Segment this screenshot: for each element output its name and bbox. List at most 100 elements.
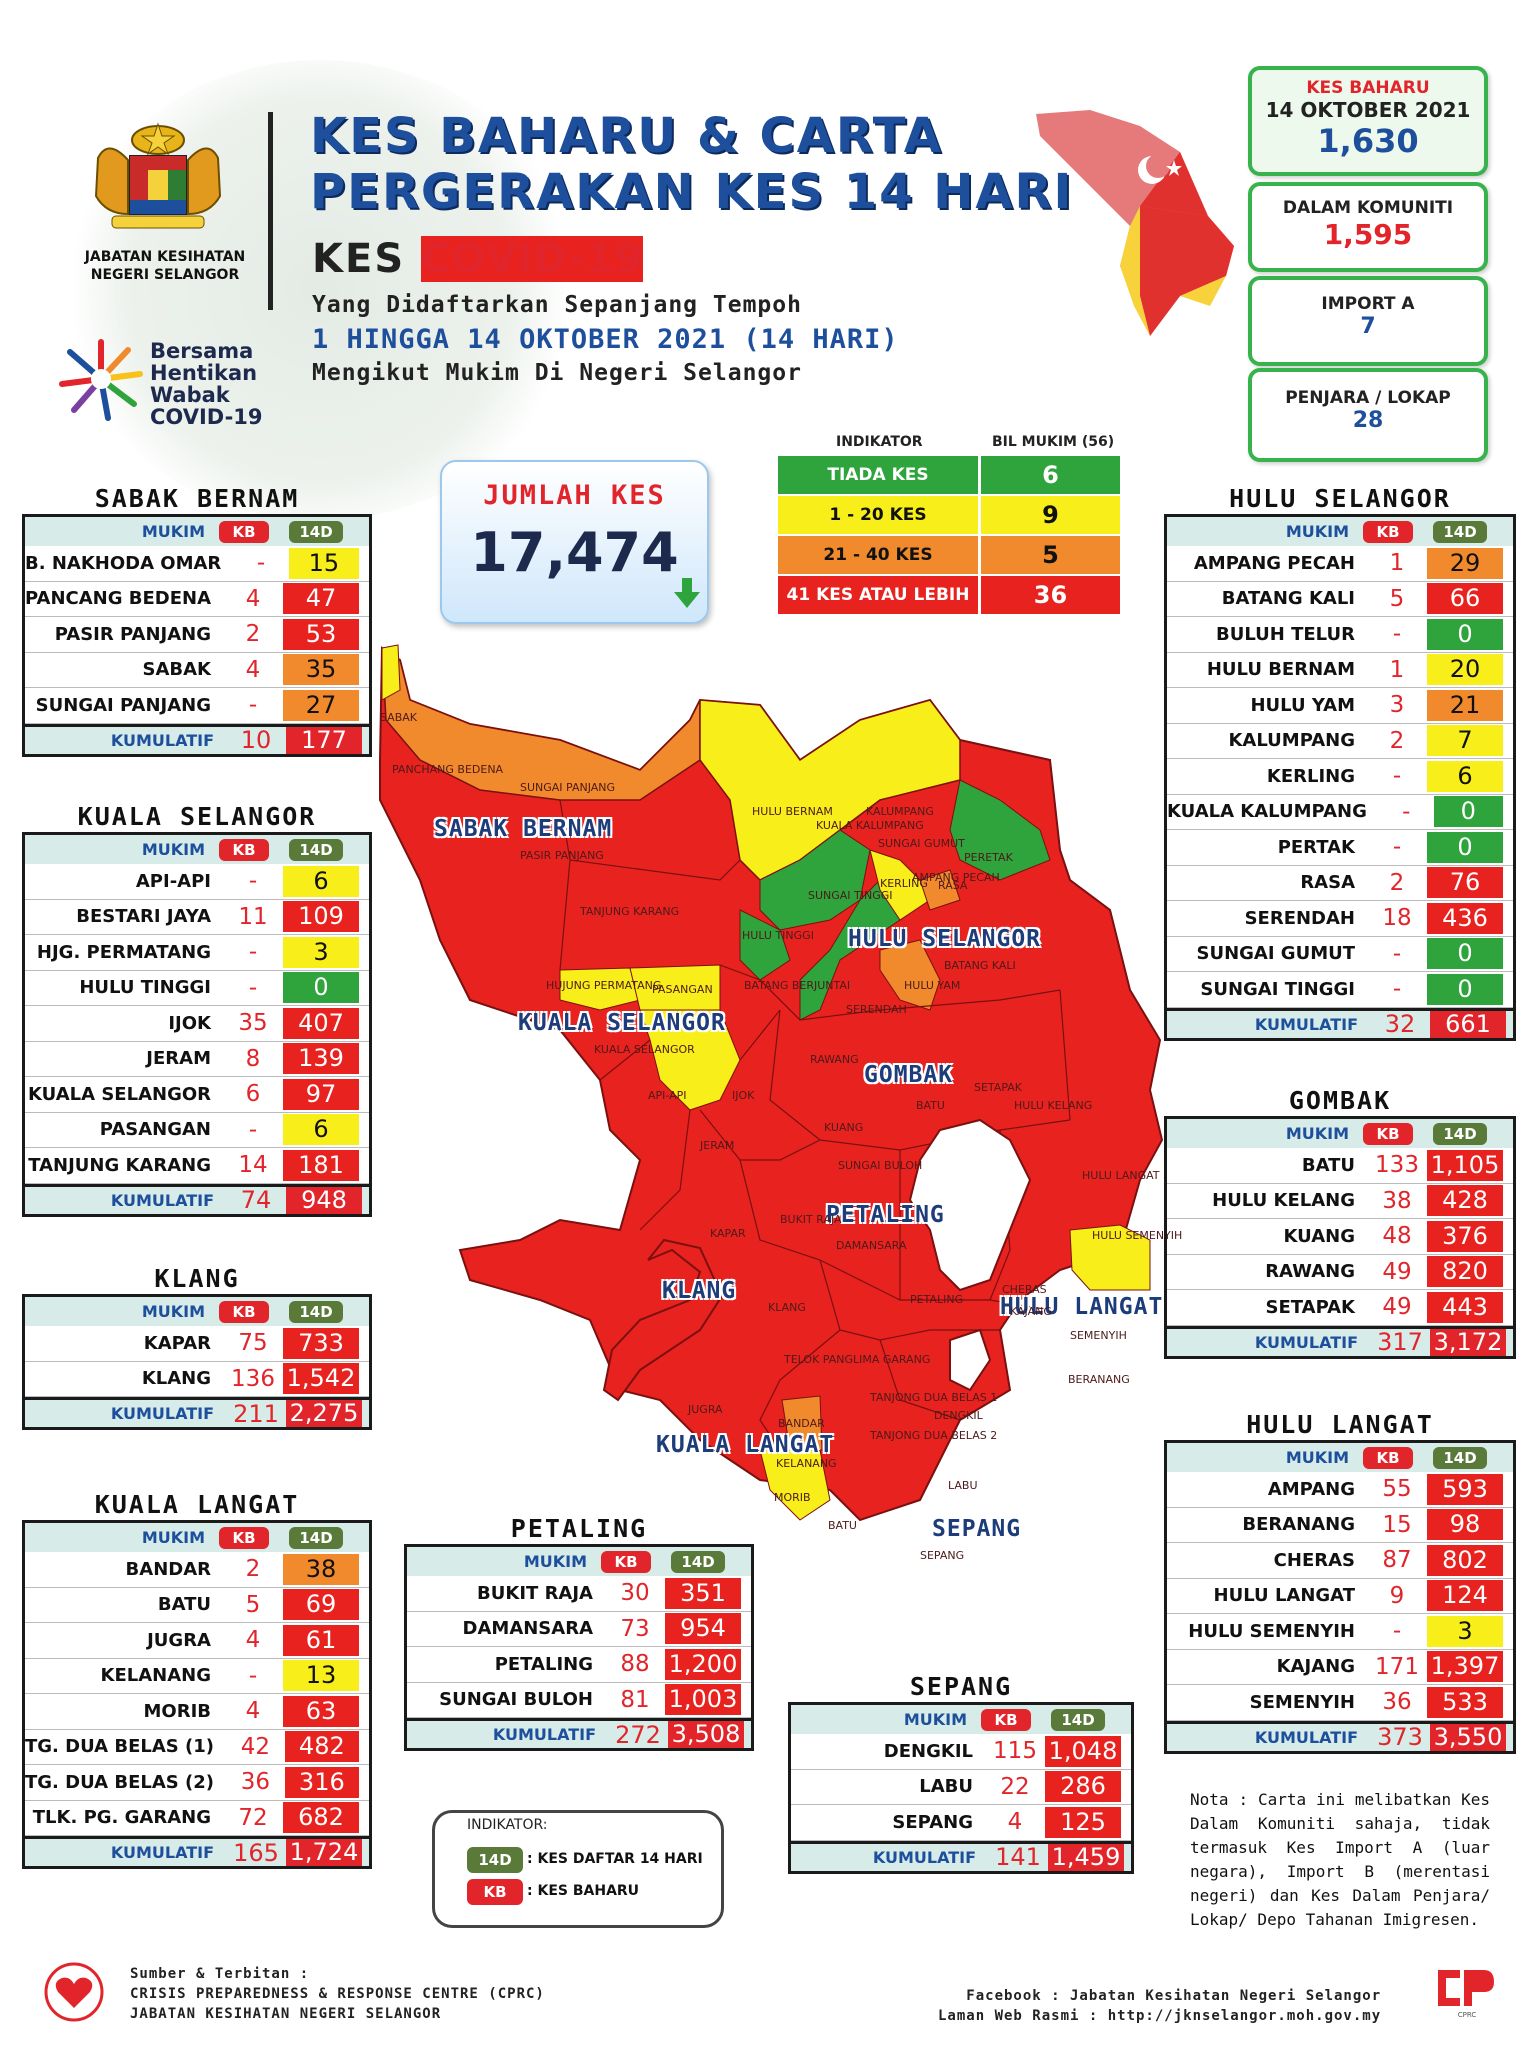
mukim-name: KLANG [141,1368,211,1390]
mukim-name: KERLING [1266,765,1355,787]
kumulatif-row: KUMULATIF 141 1,459 [788,1840,1134,1874]
d14-value: 1,048 [1045,1735,1121,1767]
campaign-text: Bersama Hentikan Wabak COVID-19 [150,339,263,429]
total-cases-value: 17,474 [470,521,679,584]
table-row: SETAPAK 49 443 [1167,1290,1513,1326]
indicator-label: 1 - 20 KES [778,496,981,534]
kb-value: 115 [993,1738,1037,1765]
map-mukim-label: RASA [938,879,968,892]
d14-value: 820 [1427,1256,1503,1288]
mukim-name: SEPANG [892,1811,973,1833]
mukim-name: API-API [135,870,211,892]
d14-header: 14D [1433,1446,1487,1469]
mukim-name: PASIR PANJANG [54,623,211,645]
table-kuala-selangor: KUALA SELANGOR MUKIM KB 14D API-API -6 BESTARI… [22,802,372,1217]
kumulatif-label: KUMULATIF [1254,1014,1358,1034]
indicator-row: 1 - 20 KES 9 [778,496,1120,536]
mukim-name: TG. DUA BELAS (2) [25,1771,214,1793]
campaign-logo [56,334,146,424]
mukim-name: TLK. PG. GARANG [32,1807,211,1829]
table-row: KLANG 136 1,542 [25,1362,369,1397]
kumulatif-label: KUMULATIF [110,730,214,750]
district-title: GOMBAK [1288,1086,1392,1115]
d14-value: 593 [1427,1473,1503,1505]
kb-value: - [248,974,258,1001]
kb-header: KB [601,1550,651,1573]
district-title: HULU SELANGOR [1229,484,1451,513]
table-row: TLK. PG. GARANG 72 682 [25,1801,369,1836]
mukim-header: MUKIM [141,1528,205,1547]
selangor-flag-map-icon [1030,96,1250,346]
total-cases-box: JUMLAH KES 17,474 [440,460,709,624]
mukim-name: SETAPAK [1265,1296,1356,1318]
kb-value: 11 [238,903,268,930]
kb-value: 9 [1389,1582,1405,1609]
kumulatif-label: KUMULATIF [1254,1332,1358,1352]
map-mukim-label: PETALING [910,1293,964,1306]
kb-value: 133 [1375,1152,1419,1179]
table-sabak-bernam: SABAK BERNAM MUKIM KB 14D B. NAKHODA OMAR -15… [22,484,372,757]
map-mukim-label: SUNGAI GUMUT [878,837,965,850]
map-mukim-label: SERENDAH [846,1003,907,1016]
table-row: HULU KELANG 38 428 [1167,1184,1513,1219]
table-row: KUANG 48 376 [1167,1219,1513,1255]
kb-value: 48 [1382,1223,1412,1250]
d14-header: 14D [289,520,343,543]
kb-value: 4 [245,1627,261,1654]
indicator-count: 9 [1042,501,1059,529]
mukim-name: DAMANSARA [462,1618,593,1640]
kb-value: 88 [620,1651,650,1678]
mukim-name: JERAM [146,1048,211,1070]
mukim-name: SERENDAH [1244,907,1355,929]
d14-value: 6 [1427,760,1503,792]
mukim-header: MUKIM [1285,1448,1349,1467]
d14-value: 428 [1427,1185,1503,1217]
table-sepang: SEPANG MUKIM KB 14D DENGKIL 115 1,048 LABU 22 286… [788,1672,1134,1874]
page-title: KES BAHARU & CARTA PERGERAKAN KES 14 HAR… [310,108,1074,220]
table-row: HULU BERNAM 1 20 [1167,653,1513,688]
district-title: KUALA LANGAT [94,1490,300,1519]
map-label-kuala-selangor: KUALA SELANGOR [518,1010,726,1036]
d14-value: 316 [284,1766,359,1798]
d14-value: 682 [283,1802,359,1834]
kb-value: 22 [1000,1773,1030,1800]
d14-value: 13 [283,1660,359,1692]
mukim-name: PERTAK [1277,836,1355,858]
d14-value: 443 [1427,1291,1503,1323]
d14-value: 66 [1427,583,1503,615]
mukim-name: HULU BERNAM [1206,659,1355,681]
table-row: TG. DUA BELAS (2) 36 316 [25,1765,369,1801]
d14-header: 14D [289,838,343,861]
kumulatif-d14: 3,172 [1430,1328,1506,1356]
table-row: BANDAR 2 38 [25,1552,369,1588]
table-header: MUKIM KB 14D [1164,1116,1516,1148]
table-row: BUKIT RAJA 30 351 [407,1576,751,1612]
table-row: SERENDAH 18 436 [1167,901,1513,937]
mukim-header: MUKIM [141,840,205,859]
table-row: HULU LANGAT 9 124 [1167,1579,1513,1614]
kumulatif-kb: 10 [240,726,272,754]
map-mukim-label: JUGRA [688,1403,723,1416]
table-row: BATU 133 1,105 [1167,1148,1513,1184]
kumulatif-row: KUMULATIF 373 3,550 [1164,1720,1516,1754]
period-dates: 1 HINGGA 14 OKTOBER 2021 (14 HARI) [312,324,899,355]
table-row: JUGRA 4 61 [25,1623,369,1659]
district-title: HULU LANGAT [1246,1410,1434,1439]
kumulatif-row: KUMULATIF 272 3,508 [404,1718,754,1751]
mukim-header: MUKIM [141,522,205,541]
map-mukim-label: SUNGAI TINGGI [808,889,893,902]
period-description: Yang Didaftarkan Sepanjang Tempoh [312,292,802,318]
map-mukim-label: HULU YAM [904,979,961,992]
table-row: AMPANG 55 593 [1167,1472,1513,1508]
kumulatif-row: KUMULATIF 211 2,275 [22,1397,372,1430]
mukim-name: KUALA SELANGOR [28,1083,211,1105]
table-row: PERTAK -0 [1167,830,1513,866]
mukim-name: SUNGAI PANJANG [35,694,211,716]
d14-value: 482 [284,1731,359,1763]
import-value: 7 [1360,314,1376,339]
table-row: SABAK 4 35 [25,653,369,688]
mukim-header: MUKIM [903,1710,967,1729]
indicator-count: 36 [1033,581,1068,609]
mukim-name: PETALING [494,1653,593,1675]
kumulatif-d14: 3,508 [668,1721,744,1748]
